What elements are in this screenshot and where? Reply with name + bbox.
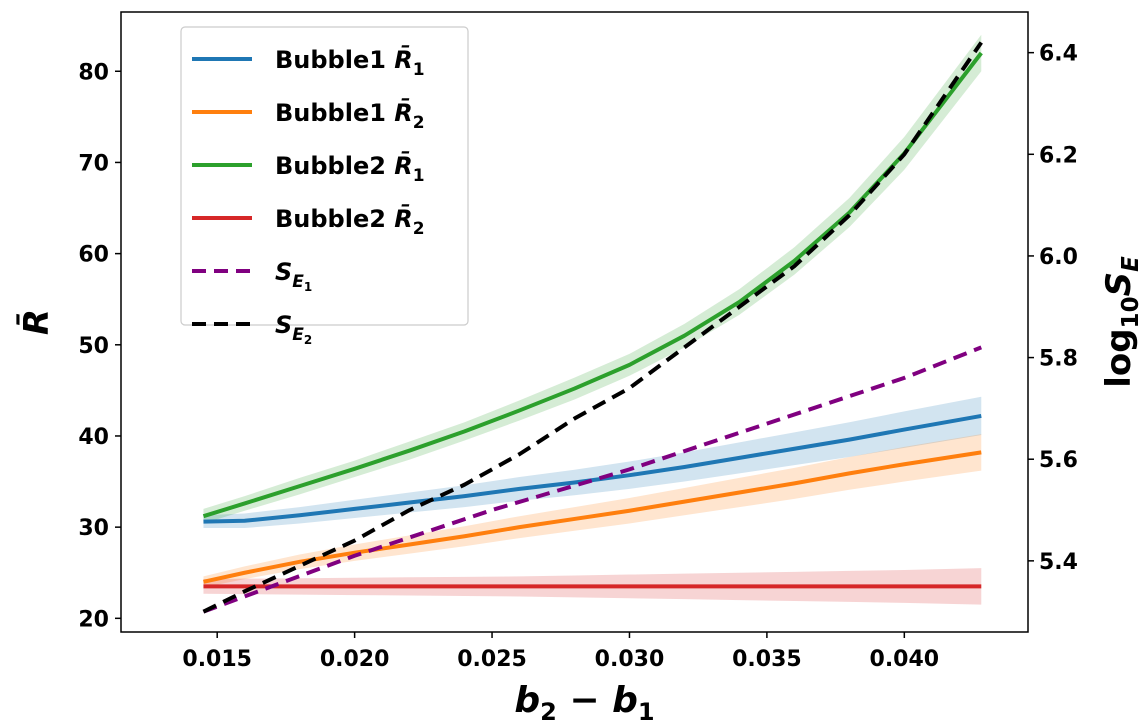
y2-tick-label: 6.2 <box>1039 143 1078 168</box>
y2-tick-label: 6.0 <box>1039 245 1078 270</box>
y2-tick-label: 5.8 <box>1039 347 1078 372</box>
y2-tick-label: 5.6 <box>1039 448 1078 473</box>
x-tick-label: 0.020 <box>320 647 390 672</box>
y-tick-label: 60 <box>78 243 109 268</box>
legend-label-1: Bubble1 R̄1 <box>275 44 425 80</box>
y-tick-label: 80 <box>78 60 109 85</box>
legend-box <box>180 26 469 326</box>
line-series-3 <box>202 51 983 519</box>
band-series-2 <box>203 434 982 588</box>
line-series-6 <box>202 41 983 614</box>
y-tick-label: 40 <box>78 425 109 450</box>
band-series-1 <box>203 396 982 529</box>
x-tick-label: 0.025 <box>457 647 527 672</box>
legend: Bubble1 R̄1 Bubble1 R̄2 Bubble2 R̄1 Bubble2… <box>180 26 469 347</box>
x-tick-label: 0.040 <box>870 647 940 672</box>
legend-label-6: SE2 <box>275 311 312 347</box>
legend-label-3: Bubble2 R̄1 <box>275 150 425 186</box>
plot-frame <box>120 11 1029 633</box>
y-tick-label: 20 <box>78 607 109 632</box>
legend-label-2: Bubble1 R̄2 <box>275 97 425 133</box>
y2-axis-label: log10SE <box>1099 256 1144 388</box>
line-series-5 <box>202 345 983 614</box>
x-tick-label: 0.035 <box>732 647 802 672</box>
x-tick-label: 0.030 <box>595 647 665 672</box>
x-tick-label: 0.015 <box>182 647 252 672</box>
line-series-1 <box>203 413 982 524</box>
y-axis-label: R̄ <box>15 309 57 335</box>
y2-tick-label: 6.4 <box>1039 42 1078 67</box>
y-tick-label: 30 <box>78 516 109 541</box>
y2-axis-ticks: 5.4 5.6 5.8 6.0 6.2 6.4 <box>1028 42 1078 575</box>
y-tick-label: 50 <box>78 334 109 359</box>
line-series-2 <box>203 450 982 584</box>
x-axis-ticks: 0.015 0.020 0.025 0.030 0.035 0.040 <box>182 632 939 672</box>
y-tick-label: 70 <box>78 151 109 176</box>
series-lines <box>202 41 983 614</box>
y2-tick-label: 5.4 <box>1039 550 1078 575</box>
x-axis-label: b2 − b1 <box>514 680 654 721</box>
legend-label-5: SE1 <box>275 258 312 294</box>
legend-label-4: Bubble2 R̄2 <box>275 203 425 239</box>
y-axis-ticks: 20 30 40 50 60 70 80 <box>78 60 121 632</box>
